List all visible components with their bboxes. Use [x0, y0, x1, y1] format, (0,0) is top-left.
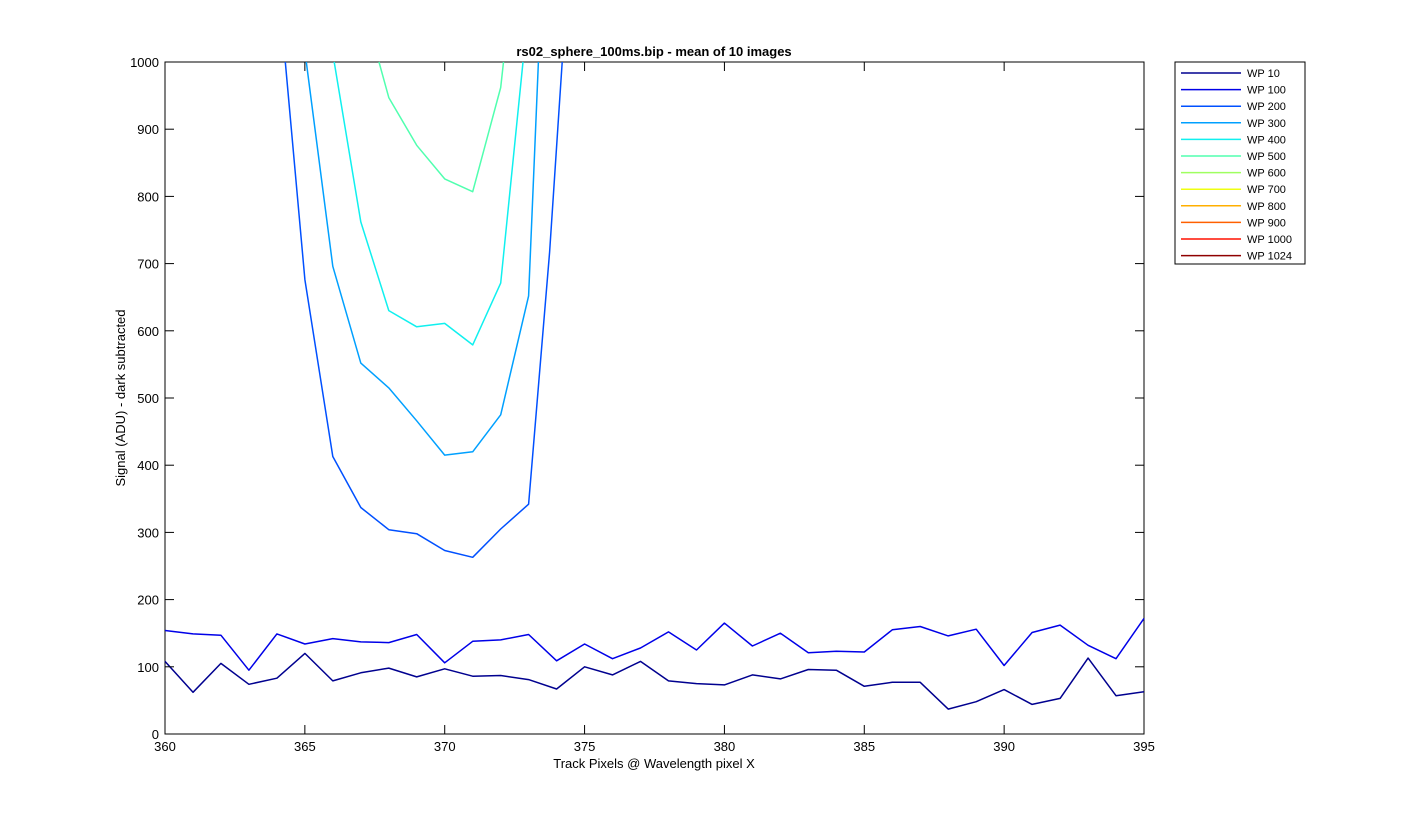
x-tick-label: 360: [154, 739, 176, 754]
legend: WP 10 WP 100 WP 200 WP 300 WP 400 WP 500 WP 60…: [1174, 61, 1306, 265]
legend-entries: WP 10 WP 100 WP 200 WP 300 WP 400 WP 500 WP 60…: [1181, 68, 1292, 263]
legend-label: WP 900: [1247, 217, 1286, 229]
legend-label: WP 10: [1247, 68, 1280, 80]
legend-label: WP 400: [1247, 134, 1286, 146]
legend-label: WP 1000: [1247, 234, 1292, 246]
y-tick-label: 400: [137, 458, 159, 473]
legend-label: WP 700: [1247, 184, 1286, 196]
y-tick-label: 300: [137, 525, 159, 540]
series-line-wp-100: [164, 617, 1145, 671]
legend-label: WP 300: [1247, 118, 1286, 130]
x-tick-label: 390: [993, 739, 1015, 754]
legend-label: WP 800: [1247, 201, 1286, 213]
series-line-wp-300: [305, 61, 540, 456]
x-tick-label: 370: [434, 739, 456, 754]
x-tick-label: 385: [853, 739, 875, 754]
series-line-wp-10: [164, 652, 1145, 710]
x-tick-label: 375: [574, 739, 596, 754]
x-tick-label: 365: [294, 739, 316, 754]
y-tick-label: 600: [137, 324, 159, 339]
series-line-wp-500: [378, 61, 505, 193]
legend-label: WP 600: [1247, 168, 1286, 180]
y-tick-label: 1000: [130, 55, 159, 70]
series-line-wp-200: [284, 61, 563, 559]
axes-box: [164, 61, 1145, 735]
chart-title: rs02_sphere_100ms.bip - mean of 10 image…: [516, 44, 791, 59]
plot-area: 360 365 370 375 380 385 390 395 0 100 200 300 400 500…: [130, 55, 1155, 754]
x-axis-label: Track Pixels @ Wavelength pixel X: [553, 756, 755, 771]
y-tick-label: 200: [137, 593, 159, 608]
y-tick-label: 700: [137, 257, 159, 272]
series-line-wp-400: [333, 61, 524, 346]
x-tick-label: 380: [714, 739, 736, 754]
y-tick-label: 900: [137, 122, 159, 137]
y-tick-label: 0: [152, 727, 159, 742]
legend-box: [1174, 61, 1306, 265]
y-tick-label: 500: [137, 391, 159, 406]
legend-label: WP 100: [1247, 85, 1286, 97]
legend-label: WP 500: [1247, 151, 1286, 163]
series-layer: [164, 61, 1145, 710]
y-axis-label: Signal (ADU) - dark subtracted: [113, 309, 128, 486]
ticks-layer: 360 365 370 375 380 385 390 395 0 100 200 300 400 500…: [130, 55, 1155, 754]
y-tick-label: 800: [137, 189, 159, 204]
y-tick-label: 100: [137, 660, 159, 675]
legend-label: WP 1024: [1247, 251, 1292, 263]
legend-label: WP 200: [1247, 101, 1286, 113]
x-tick-label: 395: [1133, 739, 1155, 754]
